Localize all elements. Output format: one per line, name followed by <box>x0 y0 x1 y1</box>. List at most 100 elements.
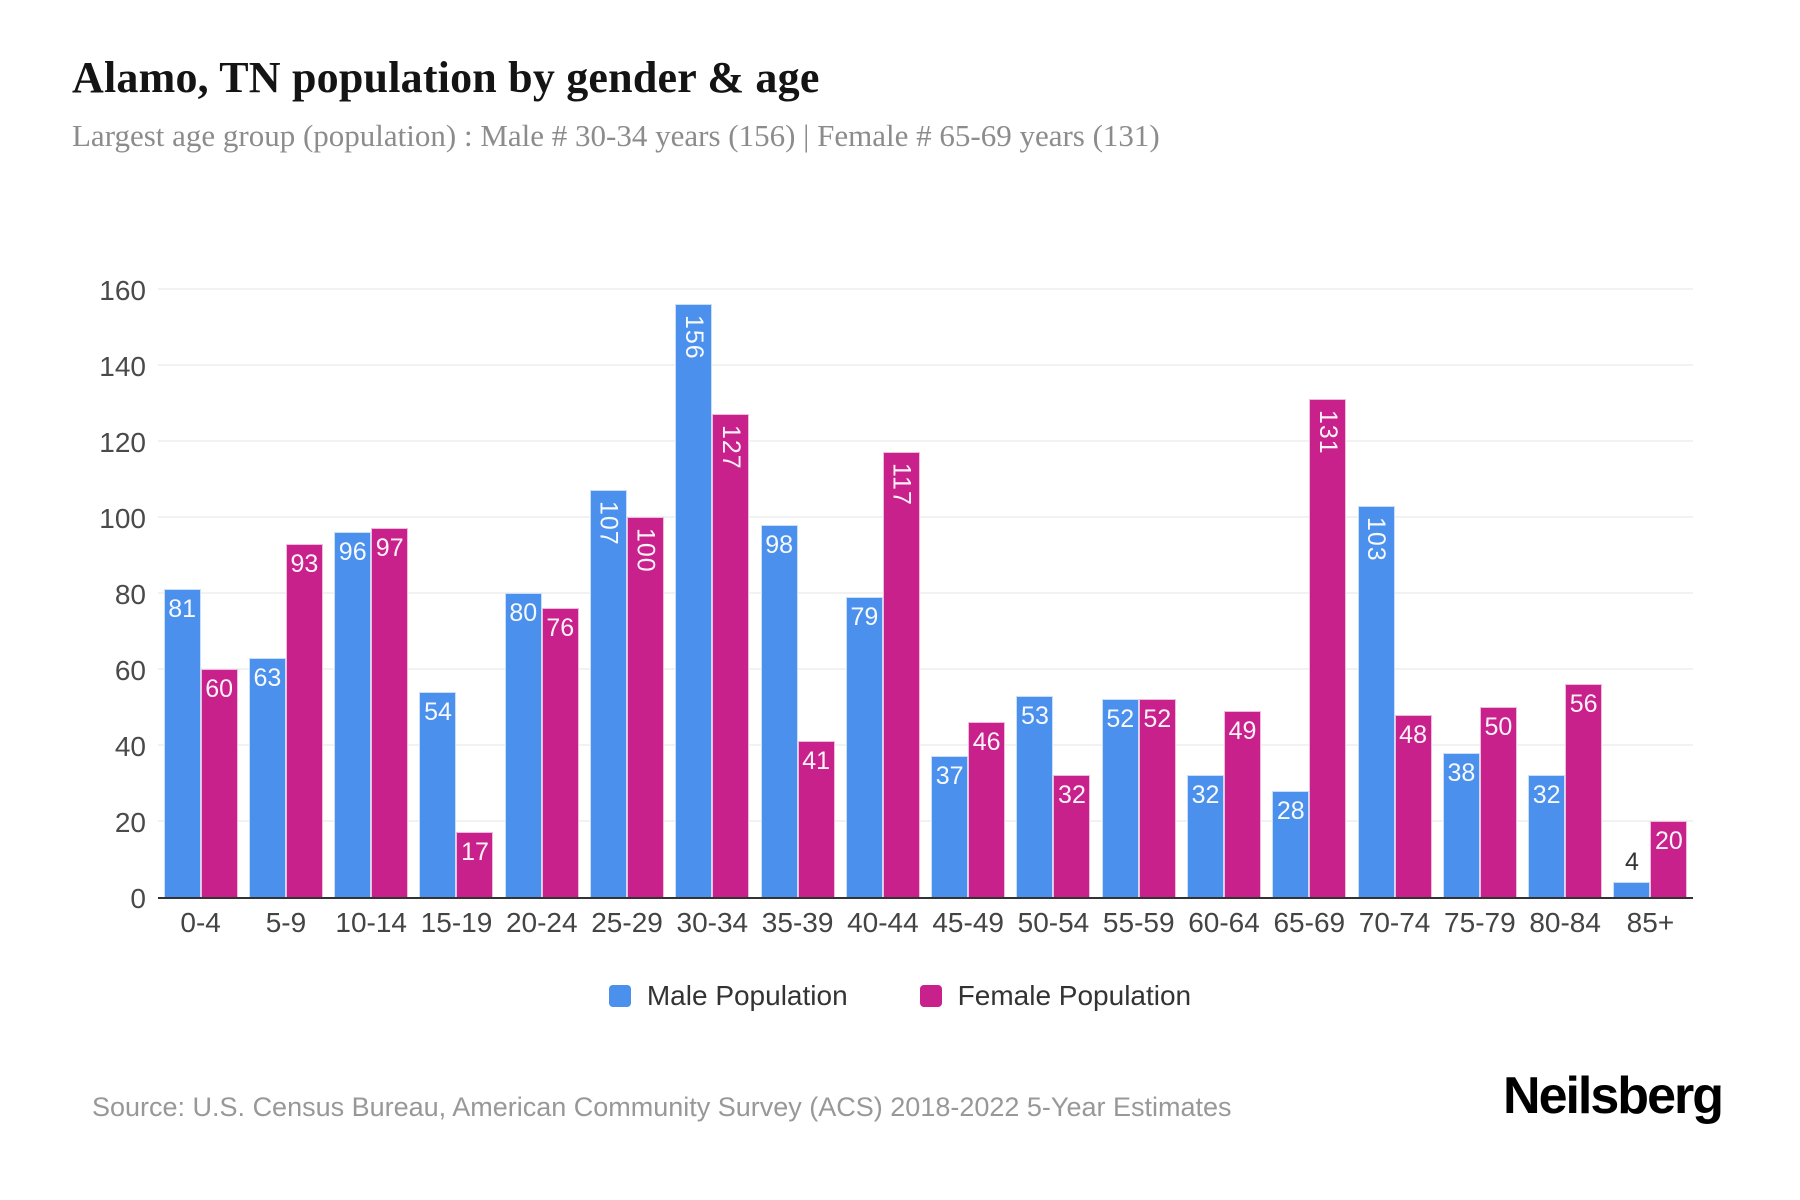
bar-group: 53 32 <box>1011 291 1096 897</box>
bar-male[interactable]: 32 <box>1528 775 1566 897</box>
bar-group: 32 56 <box>1523 291 1608 897</box>
x-tick-label: 70-74 <box>1358 907 1431 938</box>
bar-male[interactable]: 53 <box>1016 695 1054 897</box>
bar-value-label: 79 <box>850 602 879 631</box>
bar-male[interactable]: 81 <box>163 589 201 897</box>
legend-label: Male Population <box>646 980 848 1011</box>
bar-female[interactable]: 48 <box>1394 714 1432 897</box>
bar-value-label: 28 <box>1276 796 1305 825</box>
x-tick-label: 45-49 <box>932 907 1004 938</box>
x-tick-label: 30-34 <box>676 907 749 938</box>
bar-value-label: 53 <box>1021 701 1049 730</box>
bar-female[interactable]: 60 <box>200 669 238 897</box>
y-tick-label: 0 <box>130 883 146 914</box>
bar-value-label: 80 <box>509 599 538 627</box>
gridline <box>158 364 1693 366</box>
x-tick-label: 55-59 <box>1102 907 1175 938</box>
gridline <box>158 744 1693 746</box>
bar-value-label: 32 <box>1058 781 1086 810</box>
bar-female[interactable]: 93 <box>285 543 323 897</box>
bar-group: 28 131 <box>1267 291 1352 897</box>
bar-female[interactable]: 41 <box>797 741 835 897</box>
bar-value-label: 156 <box>679 315 708 360</box>
bar-male[interactable]: 63 <box>248 657 286 897</box>
bar-value-label: 127 <box>716 425 745 471</box>
bar-male[interactable]: 4 <box>1613 849 1651 897</box>
bar-female[interactable]: 20 <box>1650 821 1688 897</box>
bar-group: 52 52 <box>1096 291 1181 897</box>
bar-value-label: 32 <box>1532 781 1561 810</box>
bar-value-label: 52 <box>1106 705 1135 734</box>
bar-value-label: 38 <box>1447 758 1476 787</box>
bar-value-label: 41 <box>802 747 831 776</box>
bar-male[interactable]: 96 <box>334 532 372 897</box>
bar-male[interactable]: 32 <box>1187 775 1225 897</box>
bar-group: 103 48 <box>1352 291 1437 897</box>
x-tick-label: 20-24 <box>505 907 578 938</box>
bar-male[interactable]: 79 <box>845 596 883 897</box>
bar-male[interactable]: 98 <box>760 524 798 897</box>
bar-male[interactable]: 107 <box>590 490 628 897</box>
bar-male[interactable]: 103 <box>1357 505 1395 897</box>
legend-item[interactable]: Male Population <box>608 980 848 1012</box>
bar-male[interactable]: 38 <box>1442 752 1480 897</box>
bar-female[interactable]: 50 <box>1479 707 1517 897</box>
bar-group: 107 100 <box>584 291 669 897</box>
bar-group: 32 49 <box>1181 291 1266 897</box>
bar-value-label: 98 <box>765 530 794 559</box>
bar-female[interactable]: 131 <box>1309 399 1347 897</box>
bar-group: 156 127 <box>670 291 755 897</box>
y-tick-label: 80 <box>114 579 146 610</box>
bar-female[interactable]: 56 <box>1565 684 1603 897</box>
x-tick-label: 0-4 <box>180 907 221 938</box>
bar-male[interactable]: 54 <box>419 691 457 897</box>
bar-male[interactable]: 52 <box>1101 699 1139 897</box>
bar-male[interactable]: 156 <box>675 304 713 897</box>
y-tick-label: 120 <box>99 427 146 458</box>
bar-value-label: 117 <box>887 463 916 507</box>
bar-group: 37 46 <box>926 291 1011 897</box>
bar-male[interactable]: 28 <box>1272 790 1310 897</box>
bar-female[interactable]: 17 <box>456 832 494 897</box>
bar-value-label: 48 <box>1399 720 1427 749</box>
bar-value-label: 76 <box>546 614 575 643</box>
bar-female[interactable]: 32 <box>1053 775 1091 897</box>
bar-group: 96 97 <box>329 291 414 897</box>
chart-subtitle: Largest age group (population) : Male # … <box>72 118 1160 153</box>
bar-value-label: 54 <box>424 697 452 726</box>
plot-area: 81 60 63 93 96 97 54 17 80 76 107 100 156 127 98 41 79 11… <box>158 288 1693 899</box>
bar-male[interactable]: 80 <box>504 593 542 897</box>
y-tick-label: 40 <box>114 731 146 762</box>
y-tick-label: 140 <box>99 351 146 382</box>
bar-male[interactable]: 37 <box>931 756 969 897</box>
bar-value-label: 50 <box>1484 713 1513 741</box>
x-tick-label: 10-14 <box>335 907 408 938</box>
bar-female[interactable]: 97 <box>371 528 409 897</box>
bar-female[interactable]: 46 <box>968 722 1006 897</box>
brand-logo: Neilsberg <box>1503 1067 1724 1125</box>
legend-item[interactable]: Female Population <box>919 980 1191 1012</box>
gridline <box>158 820 1693 822</box>
bar-value-label: 49 <box>1228 716 1257 745</box>
bar-group: 63 93 <box>243 291 328 897</box>
bar-value-label: 52 <box>1143 705 1172 734</box>
x-tick-label: 40-44 <box>847 907 919 938</box>
gridline <box>158 288 1693 290</box>
bar-female[interactable]: 52 <box>1138 699 1176 897</box>
bar-female[interactable]: 76 <box>541 608 579 897</box>
x-tick-label: 35-39 <box>761 907 834 938</box>
gridline <box>158 668 1693 670</box>
bar-value-label: 100 <box>631 528 660 573</box>
legend-swatch <box>608 985 631 1007</box>
bar-female[interactable]: 100 <box>627 517 665 897</box>
x-tick-label: 50-54 <box>1017 907 1090 938</box>
source-note: Source: U.S. Census Bureau, American Com… <box>92 1092 1232 1122</box>
bar-value-label: 32 <box>1191 781 1220 810</box>
bar-female[interactable]: 117 <box>882 452 920 897</box>
bar-group: 4 20 <box>1608 291 1693 897</box>
x-tick-label: 25-29 <box>591 907 663 938</box>
bar-value-label: 107 <box>594 501 623 547</box>
bar-female[interactable]: 127 <box>712 414 750 897</box>
bar-female[interactable]: 49 <box>1224 710 1262 897</box>
